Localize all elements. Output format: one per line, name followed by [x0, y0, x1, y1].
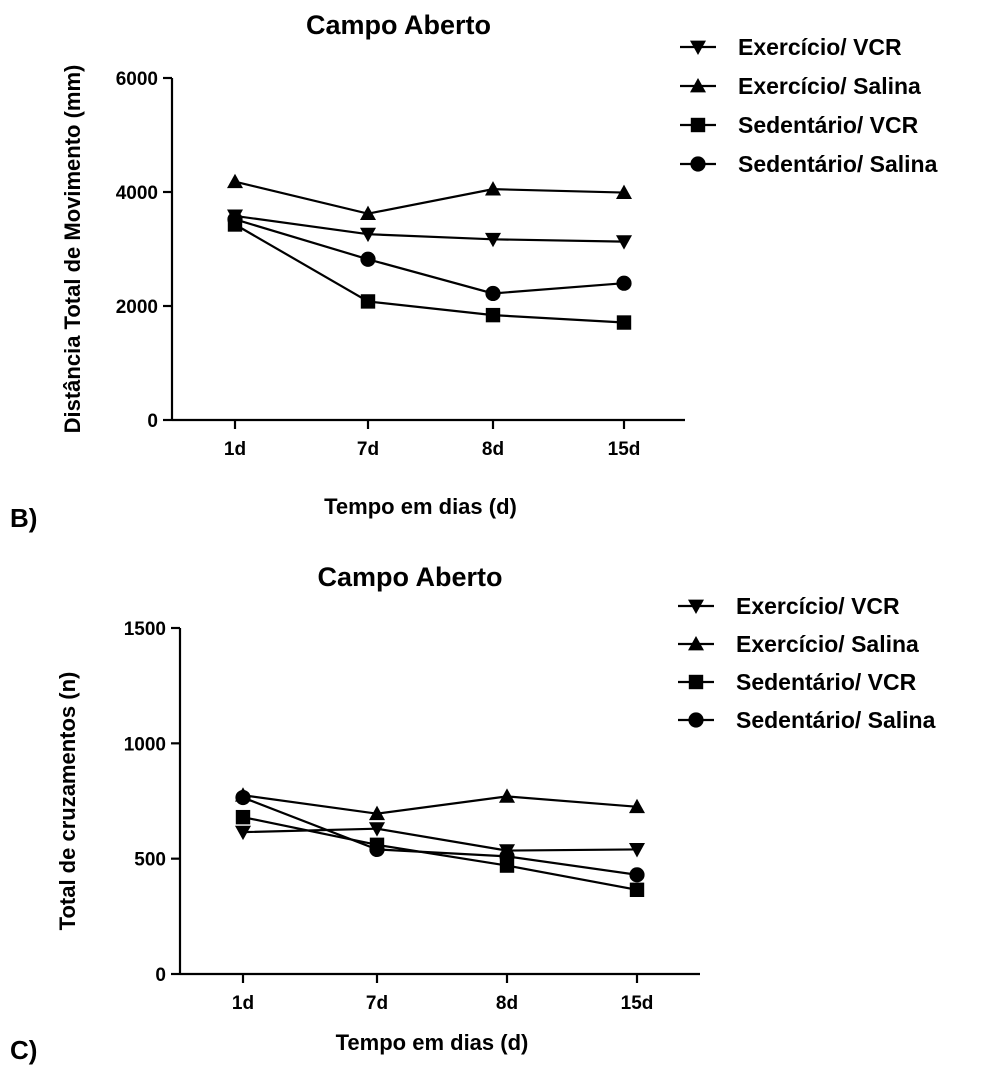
legend-marker [690, 156, 706, 172]
legend-label: Exercício/ VCR [736, 593, 900, 619]
legend-label: Sedentário/ Salina [738, 151, 938, 177]
y-tick-label: 1500 [124, 619, 166, 640]
x-tick-label: 15d [608, 439, 641, 460]
series-circle [227, 211, 632, 302]
data-point [629, 798, 645, 814]
legend-entry: Exercício/ VCR [680, 34, 902, 60]
x-tick-label: 7d [366, 993, 388, 1014]
legend-label: Exercício/ Salina [738, 73, 921, 99]
data-point [360, 251, 376, 267]
data-point [227, 173, 243, 189]
y-tick-label: 4000 [116, 183, 158, 204]
x-tick-label: 1d [224, 439, 246, 460]
chart-title: Campo Aberto [306, 10, 491, 40]
y-tick-label: 500 [134, 850, 166, 871]
data-point [235, 789, 251, 806]
series-line [234, 223, 625, 324]
chart-1: Campo Aberto 0 2000 4000 6000 1d 7d 8d 15d Tempo … [60, 10, 938, 519]
data-point [360, 294, 376, 309]
data-point [499, 848, 515, 864]
series-triangle-up [235, 787, 645, 821]
series-line [234, 214, 625, 243]
series-circle [235, 789, 645, 883]
y-tick-label: 0 [155, 965, 166, 986]
series-line [242, 796, 638, 876]
data-point [485, 181, 501, 196]
legend-entry: Exercício/ Salina [678, 631, 919, 657]
chart-2: Campo Aberto 0 500 1000 1500 1d 7d 8d 15d Tempo e… [55, 562, 936, 1055]
legend-entry: Sedentário/ VCR [680, 112, 919, 138]
y-axis-label: Distância Total de Movimento (mm) [60, 65, 85, 434]
data-point [499, 788, 515, 803]
y-axis-label: Total de cruzamentos (n) [55, 672, 80, 931]
data-point [616, 275, 632, 291]
x-tick-label: 8d [496, 993, 518, 1014]
legend-entry: Exercício/ VCR [678, 593, 900, 619]
data-point [629, 882, 645, 898]
x-tick-label: 7d [357, 439, 379, 460]
data-point [235, 809, 251, 825]
series-line [242, 816, 638, 891]
data-point [369, 805, 385, 821]
x-tick-label: 1d [232, 993, 254, 1014]
legend-marker [688, 599, 704, 614]
data-point [616, 235, 632, 250]
series-line [234, 218, 625, 295]
series-triangle-down [227, 209, 632, 250]
data-point [369, 822, 385, 837]
legend-marker [690, 117, 706, 133]
legend-entry: Exercício/ Salina [680, 73, 921, 99]
y-tick-label: 6000 [116, 69, 158, 90]
data-point [629, 867, 645, 883]
legend-label: Exercício/ Salina [736, 631, 919, 657]
legend-marker [690, 40, 706, 55]
panel-label-c: C) [10, 1035, 38, 1065]
y-tick-label: 2000 [116, 297, 158, 318]
legend-marker [690, 78, 706, 93]
y-tick-label: 1000 [124, 734, 166, 755]
data-point [485, 307, 501, 323]
series-line [242, 794, 638, 815]
legend-label: Sedentário/ VCR [738, 112, 919, 138]
legend-label: Exercício/ VCR [738, 34, 902, 60]
data-point [360, 227, 376, 243]
panel-label-b: B) [10, 503, 38, 533]
legend-entry: Sedentário/ VCR [678, 669, 917, 695]
data-point [616, 184, 632, 199]
data-point [369, 841, 385, 858]
legend-marker [688, 636, 704, 651]
legend-marker [688, 674, 704, 690]
data-point [485, 232, 501, 248]
chart-title: Campo Aberto [317, 562, 502, 592]
legend-marker [688, 712, 704, 728]
x-axis-label: Tempo em dias (d) [336, 1030, 529, 1055]
series-line [242, 827, 638, 852]
y-tick-label: 0 [147, 411, 158, 432]
x-tick-label: 8d [482, 439, 504, 460]
legend-label: Sedentário/ Salina [736, 707, 936, 733]
data-point [235, 825, 251, 841]
data-point [616, 315, 632, 330]
legend-label: Sedentário/ VCR [736, 669, 917, 695]
x-axis-label: Tempo em dias (d) [324, 494, 517, 519]
legend-entry: Sedentário/ Salina [678, 707, 936, 733]
series-line [234, 180, 625, 215]
x-tick-label: 15d [621, 993, 654, 1014]
data-point [227, 211, 243, 227]
series-triangle-up [227, 173, 632, 221]
data-point [629, 843, 645, 858]
series-square [227, 217, 632, 330]
data-point [485, 285, 501, 302]
legend-entry: Sedentário/ Salina [680, 151, 938, 177]
data-point [360, 205, 376, 221]
